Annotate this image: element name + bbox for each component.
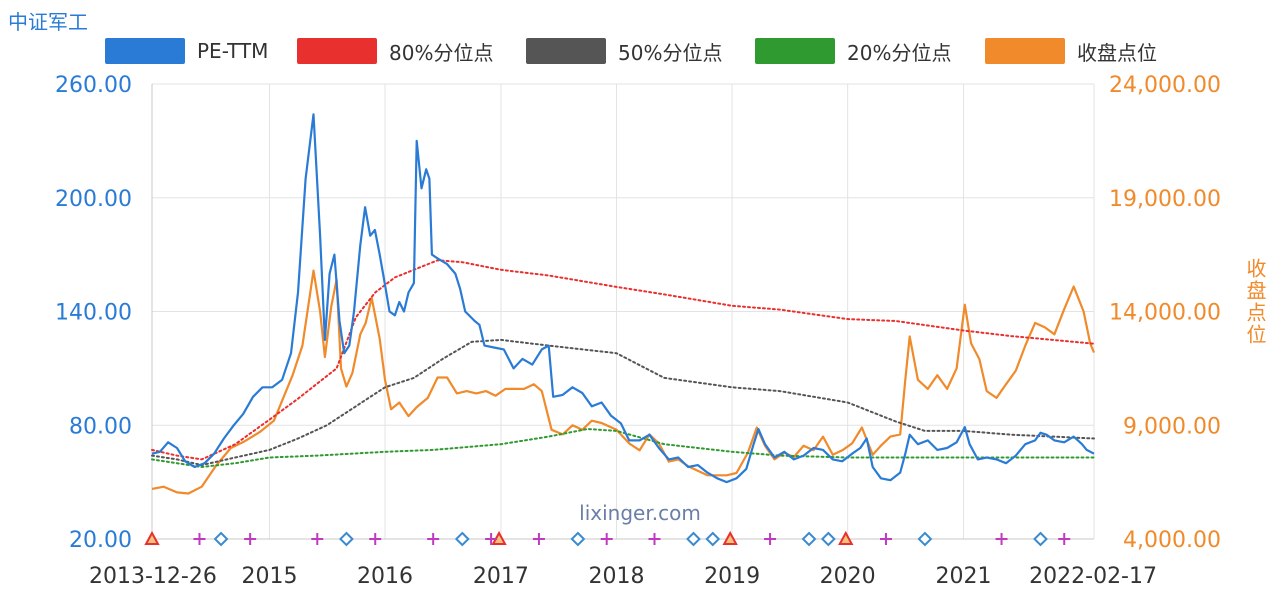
plus-marker: [244, 533, 257, 545]
y-tick-label: 260.00: [55, 73, 132, 98]
legend-item-50-percentile[interactable]: 50%分位点: [526, 36, 722, 66]
series-line-close-price: [151, 269, 1096, 495]
plus-marker: [369, 533, 382, 545]
legend-swatch-50-percentile: [526, 38, 606, 64]
plus-marker: [648, 533, 661, 545]
diamond-marker: [454, 531, 470, 547]
series-line-pe-ttm: [151, 113, 1095, 484]
x-tick-label: 2021: [936, 564, 992, 589]
plus-marker: [532, 533, 545, 545]
x-tick-label: 2013-12-26: [89, 564, 217, 589]
chart-title: 中证军工: [8, 10, 88, 34]
series-line-50-percentile: [151, 338, 1095, 467]
x-tick-label: 2015: [241, 564, 297, 589]
plus-marker: [193, 533, 206, 545]
y-tick-label: 200.00: [55, 187, 132, 212]
diamond-marker: [686, 531, 701, 547]
diamond-marker: [917, 531, 933, 547]
x-tick-label: 2018: [589, 564, 645, 589]
triangle-marker: [722, 530, 738, 545]
legend-label-20-percentile: 20%分位点: [847, 40, 952, 65]
series-line-80-percentile: [151, 259, 1095, 461]
legend-label-80-percentile: 80%分位点: [389, 40, 494, 65]
x-tick-label: 2020: [820, 564, 876, 589]
plus-marker: [1058, 533, 1071, 545]
diamond-marker: [570, 531, 586, 547]
legend-item-80-percentile[interactable]: 80%分位点: [297, 36, 493, 66]
triangle-marker: [144, 530, 160, 545]
legend-label-50-percentile: 50%分位点: [618, 40, 723, 65]
diamond-marker: [705, 531, 721, 547]
x-tick-label: 2019: [704, 564, 760, 589]
legend-swatch-80-percentile: [297, 38, 377, 64]
x-tick-label: 2016: [357, 564, 413, 589]
diamond-marker: [820, 531, 836, 547]
legend-item-close-price[interactable]: 收盘点位: [985, 36, 1157, 66]
y2-tick-label: 4,000.00: [1123, 528, 1221, 553]
plus-marker: [995, 533, 1008, 545]
plus-marker: [311, 533, 324, 545]
plus-marker: [485, 533, 498, 545]
legend-swatch-20-percentile: [755, 38, 835, 64]
legend-label-close-price: 收盘点位: [1077, 40, 1157, 65]
watermark: lixinger.com: [579, 501, 701, 525]
y2-tick-label: 9,000.00: [1123, 414, 1221, 439]
legend-label-pe-ttm: PE-TTM: [197, 39, 269, 63]
y2-axis-title: 收盘点位: [1243, 258, 1267, 346]
y-tick-label: 80.00: [69, 414, 132, 439]
y2-tick-label: 24,000.00: [1109, 73, 1221, 98]
legend-swatch-pe-ttm: [105, 38, 185, 64]
x-tick-label: 2022-02-17: [1029, 564, 1157, 589]
legend-swatch-close-price: [985, 38, 1065, 64]
plus-marker: [600, 533, 613, 545]
diamond-marker: [339, 531, 354, 547]
legend-item-20-percentile[interactable]: 20%分位点: [755, 36, 951, 66]
plus-marker: [427, 533, 440, 545]
series-line-20-percentile: [151, 428, 1095, 468]
legend-item-pe-ttm[interactable]: PE-TTM: [105, 36, 268, 66]
y2-tick-label: 14,000.00: [1109, 301, 1221, 326]
y-tick-label: 20.00: [69, 528, 132, 553]
y2-tick-label: 19,000.00: [1109, 187, 1221, 212]
diamond-marker: [801, 531, 817, 547]
diamond-marker: [1033, 531, 1048, 547]
x-tick-label: 2017: [473, 564, 529, 589]
plus-marker: [764, 533, 777, 545]
y-tick-label: 140.00: [55, 301, 132, 326]
diamond-marker: [213, 531, 229, 547]
plus-marker: [879, 533, 892, 545]
triangle-marker: [838, 530, 854, 545]
